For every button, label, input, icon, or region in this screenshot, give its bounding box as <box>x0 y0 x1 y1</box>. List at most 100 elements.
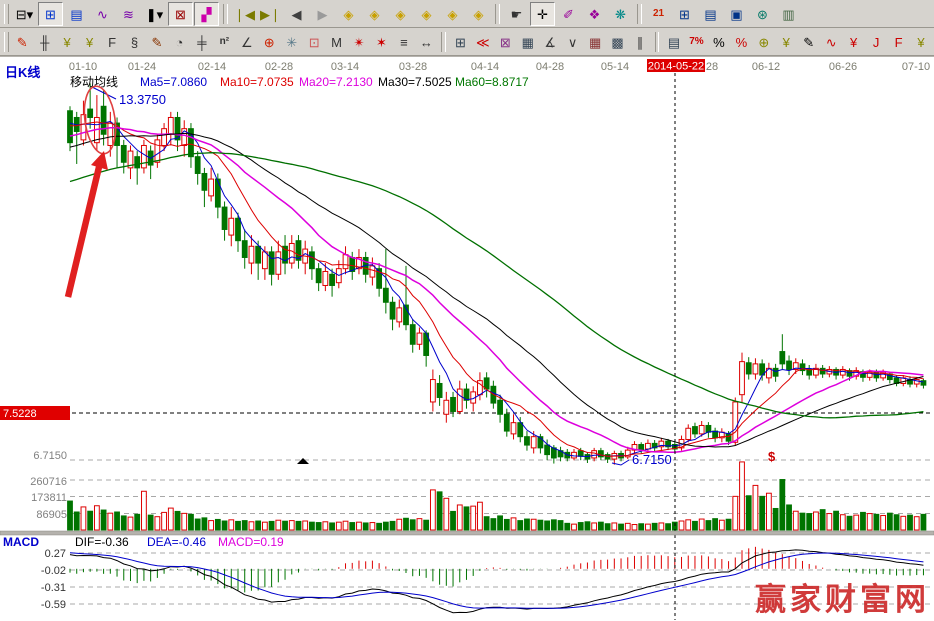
notes-button[interactable]: ▤ <box>698 2 723 26</box>
export-button[interactable]: ⊛ <box>750 2 775 26</box>
ruler-lines-button[interactable]: ╪ <box>191 30 213 54</box>
gann-box-button[interactable]: ⊠ <box>494 30 517 54</box>
ying-tool-button[interactable]: ✶ <box>370 30 393 54</box>
volume-bar <box>913 516 920 531</box>
candle-body <box>120 144 127 163</box>
calendar-button[interactable]: 21 <box>646 2 671 26</box>
candle-body <box>638 444 645 451</box>
multi-window-button[interactable]: ⊞ <box>38 2 63 26</box>
date-tick: 04-14 <box>471 61 499 73</box>
print-button[interactable]: ▥ <box>776 2 801 26</box>
minute-chart-9-button[interactable]: ≋ <box>116 2 141 26</box>
hand-tool-button[interactable]: ☛ <box>504 2 529 26</box>
volume-bar <box>759 495 766 531</box>
trend-angle-button[interactable]: ∡ <box>539 30 561 54</box>
box-select-button[interactable]: ⊞ <box>449 30 472 54</box>
volume-bar <box>362 522 369 531</box>
zoom-all-button[interactable]: ◈ <box>466 2 491 26</box>
shen-tool-button[interactable]: ✴ <box>348 30 370 54</box>
minute-chart-3-button[interactable]: ∿ <box>90 2 115 26</box>
volume-bar <box>255 520 262 531</box>
candle-body <box>329 273 335 286</box>
brush-tool-button[interactable]: ✎ <box>11 30 33 54</box>
gann-lines-button[interactable]: ╫ <box>33 30 56 54</box>
angle-tool-button[interactable]: ∠ <box>236 30 258 54</box>
candle-body <box>698 424 705 435</box>
chart-svg[interactable]: 01-10 01-24 02-14 02-28 03-14 03-28 04-14 04-28… <box>0 57 934 621</box>
overlay-compare-button[interactable]: ⊠ <box>168 2 193 26</box>
target-tool-button[interactable]: ⊕ <box>258 30 280 54</box>
volume-bar <box>631 524 638 531</box>
stat-panel-button[interactable]: ▤ <box>663 30 685 54</box>
volume-bar <box>342 520 349 531</box>
wave-mark-button[interactable]: M <box>325 30 348 54</box>
star-web-button[interactable]: ✳ <box>280 30 303 54</box>
quote-list-button[interactable]: ▤ <box>64 2 89 26</box>
volume-bar <box>154 516 161 531</box>
candle-body <box>161 128 167 146</box>
candle-body <box>429 379 436 403</box>
fibonacci-button[interactable]: F <box>101 30 123 54</box>
volume-bar <box>651 522 658 531</box>
time-grid-button[interactable]: ▩ <box>606 30 629 54</box>
candle-body <box>154 139 161 163</box>
first-bar-button[interactable]: ❘◀ <box>232 2 257 26</box>
pin-marker-button[interactable]: ✐ <box>556 2 581 26</box>
wave-a-button[interactable]: ∿ <box>820 30 842 54</box>
j-line-button[interactable]: J <box>865 30 887 54</box>
volume-bar <box>268 520 275 531</box>
zoom-fit-button[interactable]: ◈ <box>440 2 465 26</box>
candle-body <box>577 450 584 457</box>
ma-value-label: Ma5=7.0860 <box>140 75 207 89</box>
gold-red-button[interactable]: ¥ <box>842 30 865 54</box>
span-tool-button[interactable]: ↔ <box>415 30 438 54</box>
zoom-in-x-button[interactable]: ◈ <box>362 2 387 26</box>
candle-body <box>692 426 698 435</box>
save-button[interactable]: ▣ <box>724 2 749 26</box>
toolbar-grip-2[interactable] <box>4 32 9 52</box>
volume-bar <box>712 518 719 531</box>
volume-profile-button[interactable]: ▞ <box>194 2 219 26</box>
next-bar-button[interactable]: ▶ <box>310 2 335 26</box>
spiral-tool-button[interactable]: § <box>123 30 146 54</box>
toolbar-grip[interactable] <box>4 4 9 24</box>
channel-lines-button[interactable]: ∥ <box>629 30 651 54</box>
zoom-out-x-button[interactable]: ◈ <box>336 2 361 26</box>
gold-angle-button[interactable]: ¥ <box>910 30 932 54</box>
gann-grid-button[interactable]: ▦ <box>517 30 539 54</box>
expand-x-button[interactable]: ◈ <box>414 2 439 26</box>
ma-line-60 <box>69 152 924 419</box>
calculator-button[interactable]: ⊞ <box>672 2 697 26</box>
price-grid-button[interactable]: ▦ <box>584 30 606 54</box>
grid-target-button[interactable]: ⊡ <box>303 30 325 54</box>
date-tick: 28 <box>706 61 718 73</box>
n2-tool-button[interactable]: n² <box>213 30 236 54</box>
gann-marker-button[interactable]: ❖ <box>582 2 607 26</box>
pen-1-button[interactable]: ✎ <box>798 30 820 54</box>
f-line-button[interactable]: F <box>887 30 910 54</box>
prev-bar-button[interactable]: ◀ <box>284 2 309 26</box>
candle-style-button[interactable]: ❚▾ <box>142 2 167 26</box>
fan-lines-button[interactable]: ≪ <box>472 30 494 54</box>
wave-v-button[interactable]: ∨ <box>561 30 584 54</box>
gold-split-a-button[interactable]: ¥ <box>56 30 78 54</box>
last-bar-button[interactable]: ▶❘ <box>258 2 283 26</box>
percent-button[interactable]: % <box>708 30 730 54</box>
cycle-tool-button[interactable]: ◔ <box>168 30 191 54</box>
measure-123-button[interactable]: ≡ <box>393 30 415 54</box>
candle-body <box>517 422 524 438</box>
pen-tool-button[interactable]: ✎ <box>146 30 168 54</box>
gold-circle-button[interactable]: ⊕ <box>753 30 775 54</box>
percent-lines-button[interactable]: % <box>730 30 753 54</box>
gold-split-b-button[interactable]: ¥ <box>78 30 101 54</box>
compress-x-button[interactable]: ◈ <box>388 2 413 26</box>
fractal-marker-button[interactable]: ❋ <box>608 2 633 26</box>
gold-lines-button[interactable]: ¥ <box>775 30 797 54</box>
date-tick: 02-14 <box>198 61 226 73</box>
candle-body <box>497 399 503 415</box>
crosshair-tool-button[interactable]: ✛ <box>530 2 555 26</box>
volume-bar <box>463 506 470 531</box>
date-tick: 01-24 <box>128 61 156 73</box>
kline-period-button[interactable]: ⊟▾ <box>12 2 37 26</box>
percent-7-button[interactable]: 7% <box>685 30 708 54</box>
